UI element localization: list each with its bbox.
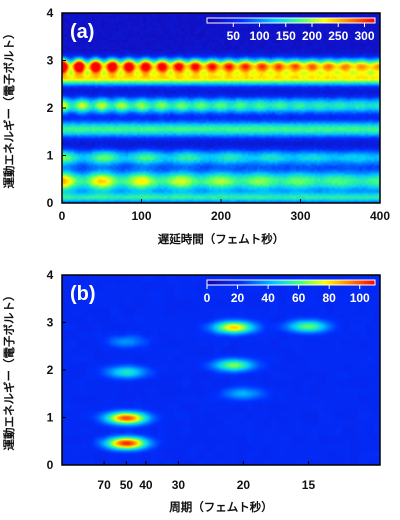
y-tick-label-b: 2 [47, 363, 54, 377]
y-tick-label-a: 0 [47, 196, 54, 210]
colorbar-tick-label-a: 300 [354, 29, 374, 43]
x-tick-label-a: 300 [290, 209, 310, 223]
heatmap-a [62, 13, 380, 203]
colorbar-tick-label-b: 0 [204, 291, 211, 305]
colorbar-tick-label-a: 150 [276, 29, 296, 43]
heatmap-a-container [62, 13, 380, 203]
colorbar-b-gradient [206, 279, 376, 286]
y-axis-label-a: 運動エネルギー（電子ボルト） [2, 28, 16, 189]
colorbar-tick-label-a: 50 [227, 29, 241, 43]
panel-b: (b) 0 20 40 60 80 100 70 50 40 30 20 15 0 1 2 3 4 周期（フ… [2, 268, 381, 514]
colorbar-tick-label-a: 250 [328, 29, 348, 43]
y-tick-label-b: 3 [47, 316, 54, 330]
heatmap-b-container [62, 275, 380, 465]
colorbar-tick-label-b: 80 [323, 291, 337, 305]
colorbar-b: 0 20 40 60 80 100 [204, 279, 376, 305]
y-tick-label-b: 0 [47, 458, 54, 472]
y-tick-label-a: 2 [47, 101, 54, 115]
heatmap-b [62, 275, 380, 465]
x-tick-label-b: 70 [97, 478, 111, 492]
colorbar-a-gradient [206, 17, 376, 24]
x-axis-a: 0 100 200 300 400 [59, 199, 390, 223]
x-tick-label-a: 0 [59, 209, 66, 223]
colorbar-a: 50 100 150 200 250 300 [206, 17, 376, 43]
y-axis-b: 0 1 2 3 4 [47, 268, 66, 472]
x-axis-label-b: 周期（フェムト秒） [169, 500, 273, 514]
panel-a: (a) 50 100 150 200 250 300 0 100 200 300 400 0 1 2 3… [2, 6, 390, 246]
y-tick-label-a: 3 [47, 54, 54, 68]
x-tick-label-b: 20 [237, 478, 251, 492]
colorbar-tick-label-b: 40 [261, 291, 275, 305]
y-tick-label-a: 1 [47, 149, 54, 163]
x-axis-label-a: 遅延時間（フェムト秒） [158, 232, 285, 246]
x-axis-b: 70 50 40 30 20 15 [97, 461, 315, 492]
x-tick-label-b: 30 [172, 478, 186, 492]
colorbar-tick-label-b: 100 [350, 291, 370, 305]
x-tick-label-a: 400 [370, 209, 390, 223]
x-tick-label-a: 100 [131, 209, 151, 223]
colorbar-tick-label-b: 20 [231, 291, 245, 305]
y-axis-a: 0 1 2 3 4 [47, 6, 66, 210]
x-tick-label-a: 200 [211, 209, 231, 223]
colorbar-tick-label-b: 60 [292, 291, 306, 305]
colorbar-tick-label-a: 200 [302, 29, 322, 43]
x-tick-label-b: 50 [120, 478, 134, 492]
y-tick-label-b: 1 [47, 411, 54, 425]
y-tick-label-a: 4 [47, 6, 54, 20]
y-axis-label-b: 運動エネルギー（電子ボルト） [2, 290, 16, 451]
panel-label-a: (a) [70, 21, 94, 43]
y-tick-label-b: 4 [47, 268, 54, 282]
colorbar-tick-label-a: 100 [249, 29, 269, 43]
x-tick-label-b: 40 [139, 478, 153, 492]
panel-label-b: (b) [70, 283, 96, 305]
x-tick-label-b: 15 [302, 478, 316, 492]
